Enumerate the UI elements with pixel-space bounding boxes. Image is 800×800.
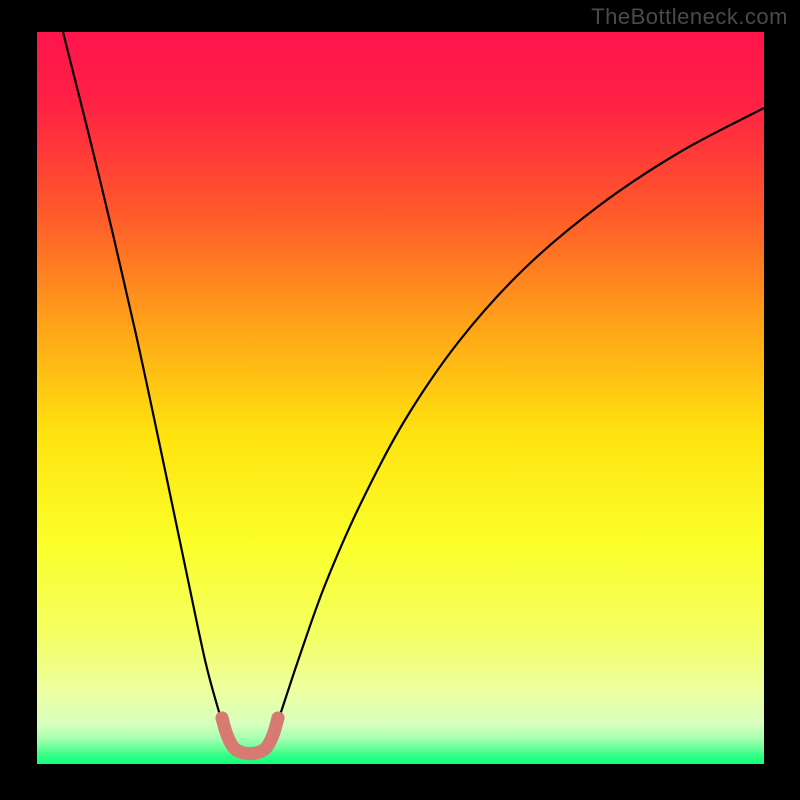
chart-container: TheBottleneck.com <box>0 0 800 800</box>
min-highlight-endcap <box>216 712 229 725</box>
min-highlight-endcap <box>272 712 285 725</box>
watermark-text: TheBottleneck.com <box>591 4 788 30</box>
bottleneck-chart <box>0 0 800 800</box>
plot-area <box>37 32 764 764</box>
